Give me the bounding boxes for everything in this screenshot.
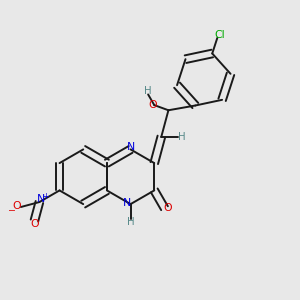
Text: H: H [127,217,134,227]
Text: H: H [178,132,185,142]
Text: O: O [164,203,172,213]
Text: O: O [30,218,39,229]
Text: H: H [144,86,152,97]
Text: O: O [12,200,21,211]
Text: N: N [127,142,135,152]
Text: −: − [8,206,16,214]
Text: N: N [37,194,45,204]
Text: N: N [123,198,131,208]
Text: +: + [43,192,49,201]
Text: Cl: Cl [214,30,225,40]
Text: O: O [148,100,157,110]
